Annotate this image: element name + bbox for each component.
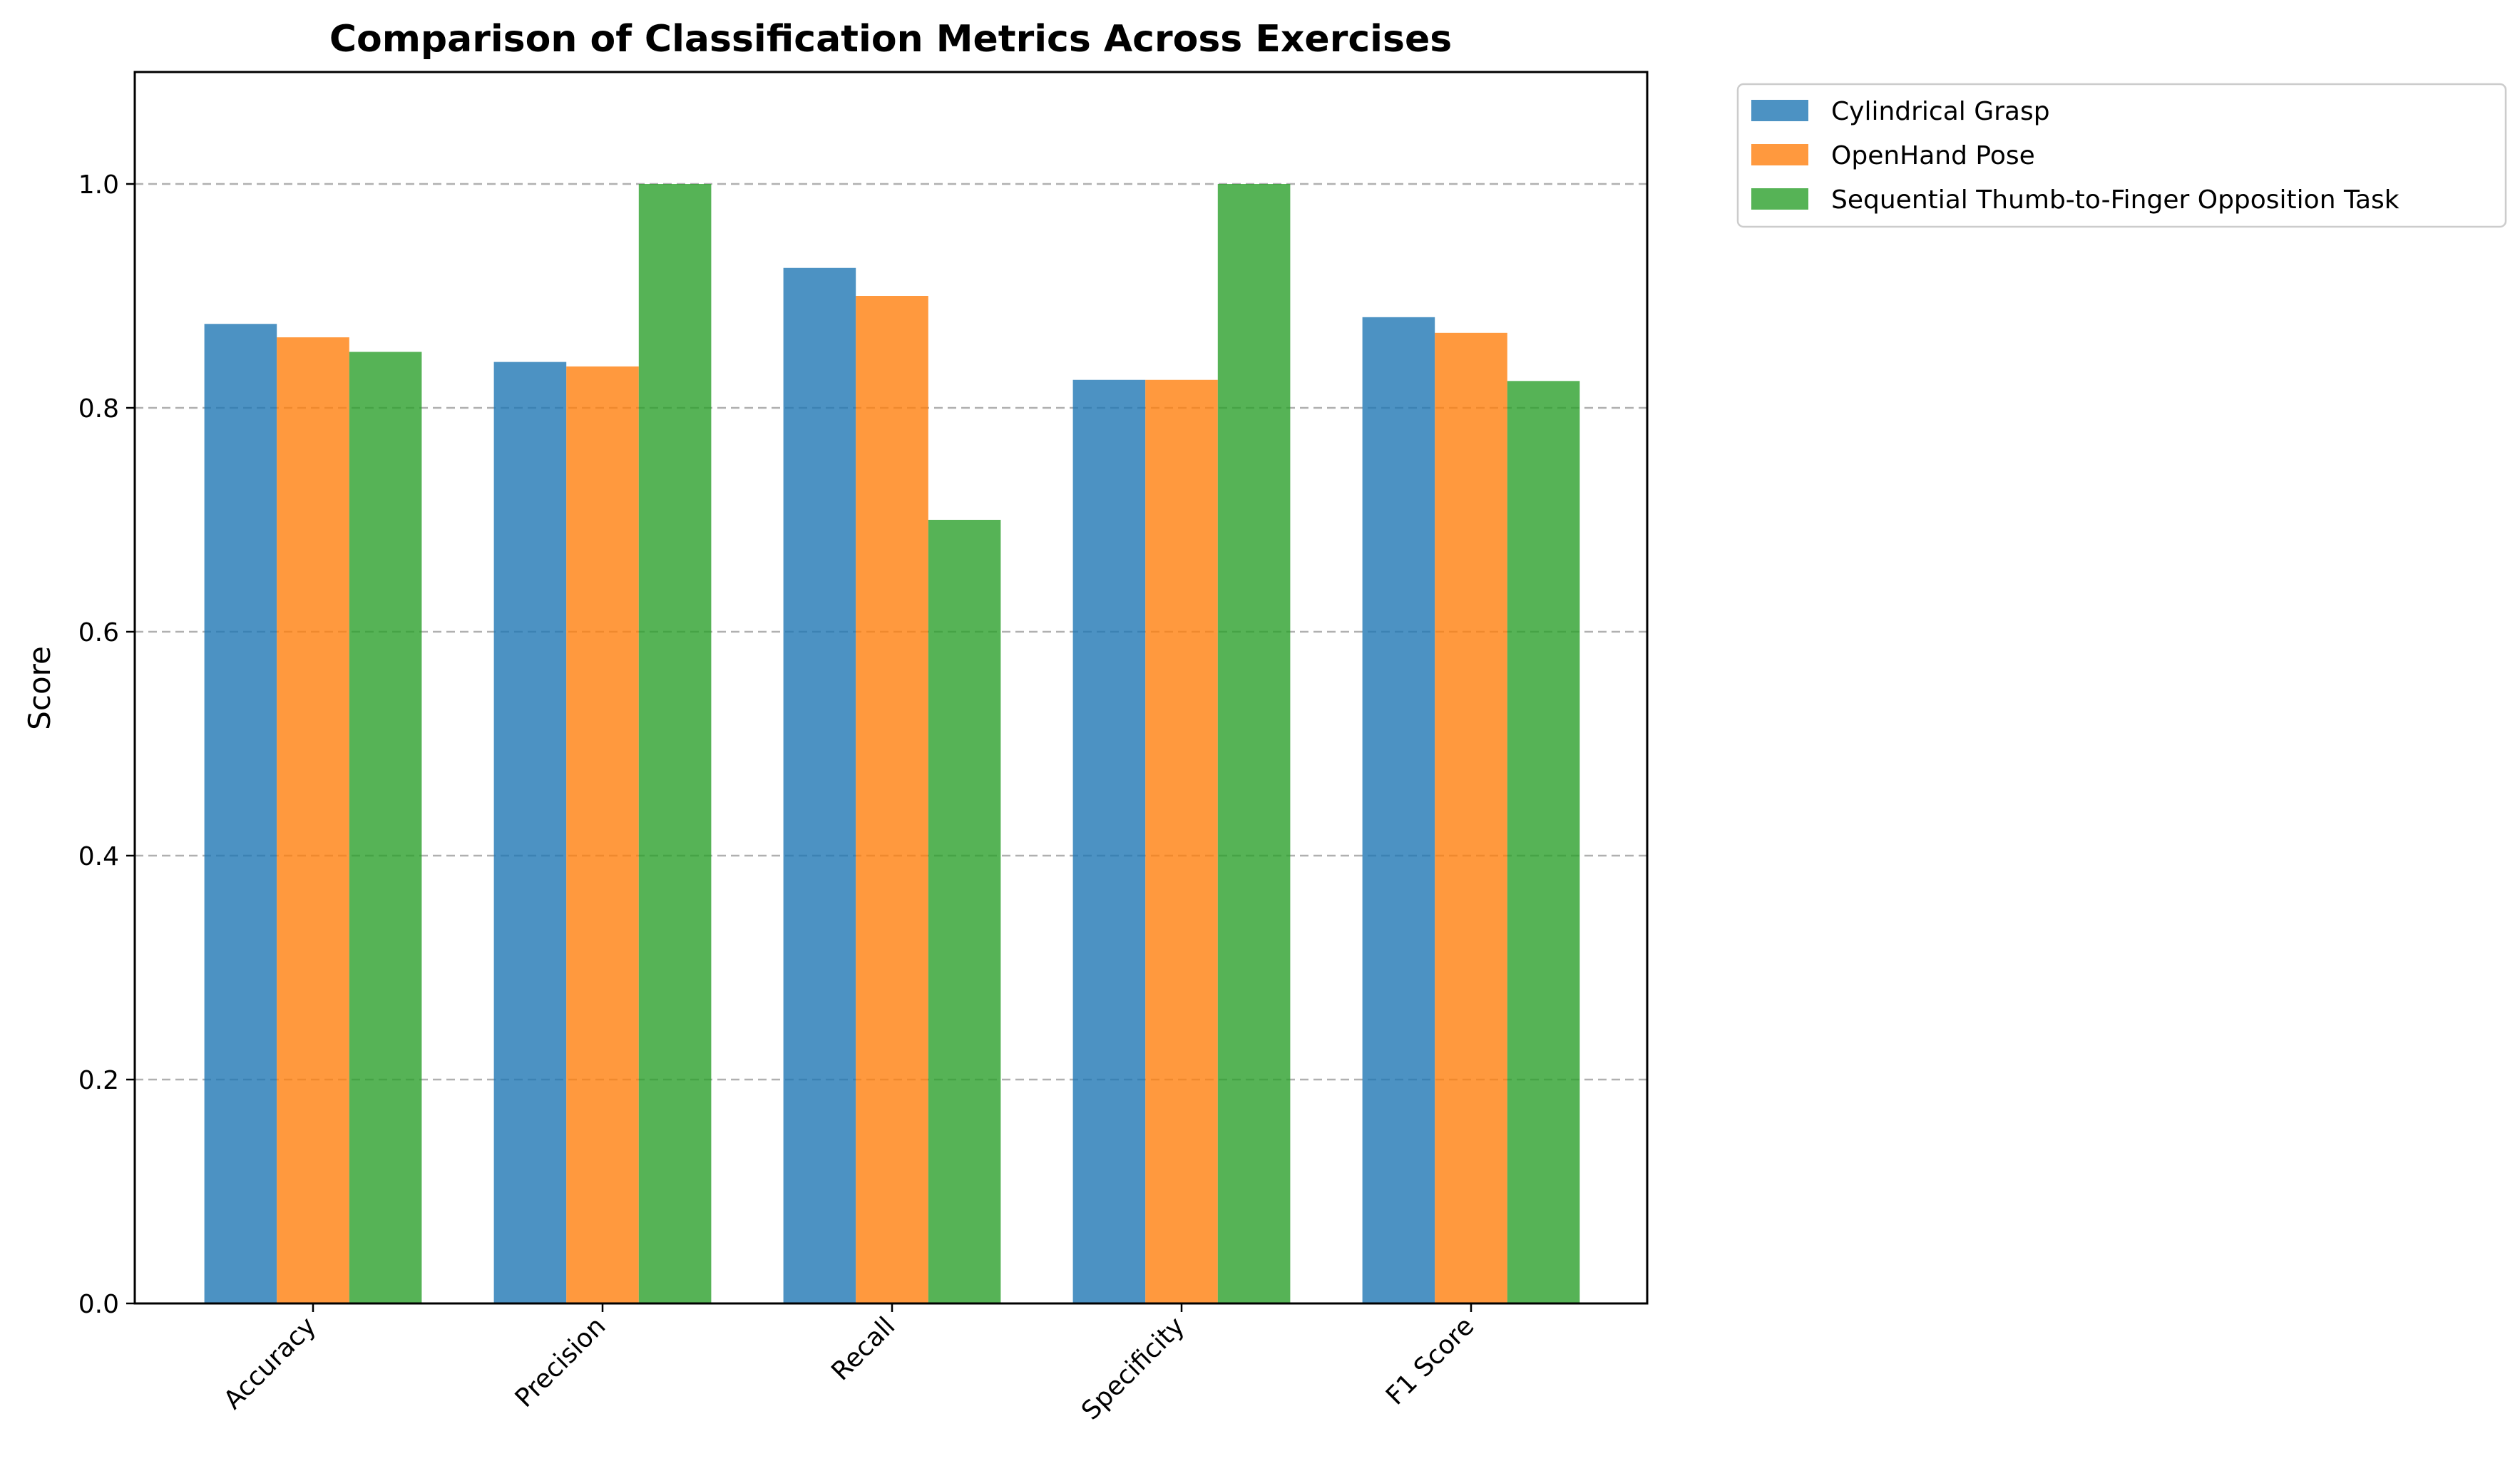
bars-layer: [204, 184, 1580, 1304]
legend-swatch-cylindrical-grasp: [1751, 100, 1808, 121]
y-tick-label: 0.4: [78, 842, 119, 871]
legend-frame: [1736, 83, 2507, 228]
bar-openhand-pose-f1-score: [1435, 332, 1507, 1303]
bar-sequential-thumb-to-finger-opposition-task-accuracy: [349, 352, 422, 1303]
bar-cylindrical-grasp-f1-score: [1362, 317, 1435, 1304]
y-tick-label: 0.8: [78, 394, 119, 424]
legend-label-openhand-pose: OpenHand Pose: [1831, 141, 2035, 170]
axes-frame: [133, 71, 1649, 1305]
legend-swatch-sequential-thumb-task: [1751, 188, 1808, 210]
y-axis: 0.0 0.2 0.4 0.6 0.8 1.0: [78, 170, 135, 1319]
y-tick-label: 0.0: [78, 1290, 119, 1319]
bar-openhand-pose-recall: [856, 296, 928, 1303]
bar-cylindrical-grasp-specificity: [1072, 379, 1146, 1303]
bar-sequential-thumb-to-finger-opposition-task-f1-score: [1507, 381, 1580, 1303]
bar-sequential-thumb-to-finger-opposition-task-recall: [928, 520, 1001, 1303]
bar-openhand-pose-specificity: [1145, 379, 1218, 1303]
bar-openhand-pose-accuracy: [277, 337, 349, 1304]
legend-label-cylindrical-grasp: Cylindrical Grasp: [1831, 97, 2050, 126]
bar-sequential-thumb-to-finger-opposition-task-specificity: [1217, 184, 1291, 1303]
y-tick-label: 0.6: [78, 618, 119, 647]
bar-sequential-thumb-to-finger-opposition-task-precision: [638, 184, 712, 1303]
bar-cylindrical-grasp-precision: [493, 362, 567, 1303]
chart-title: Comparison of Classification Metrics Acr…: [329, 18, 1452, 61]
bar-openhand-pose-precision: [566, 366, 639, 1304]
bar-cylindrical-grasp-recall: [783, 267, 856, 1303]
y-axis-label: Score: [22, 646, 57, 730]
legend: Cylindrical Grasp OpenHand Pose Sequenti…: [1736, 83, 2507, 228]
legend-swatch-openhand-pose: [1751, 144, 1808, 165]
legend-label-sequential-thumb-task: Sequential Thumb-to-Finger Opposition Ta…: [1831, 185, 2399, 215]
y-tick-label: 1.0: [78, 170, 119, 200]
bar-cylindrical-grasp-accuracy: [204, 324, 277, 1303]
y-tick-label: 0.2: [78, 1066, 119, 1095]
